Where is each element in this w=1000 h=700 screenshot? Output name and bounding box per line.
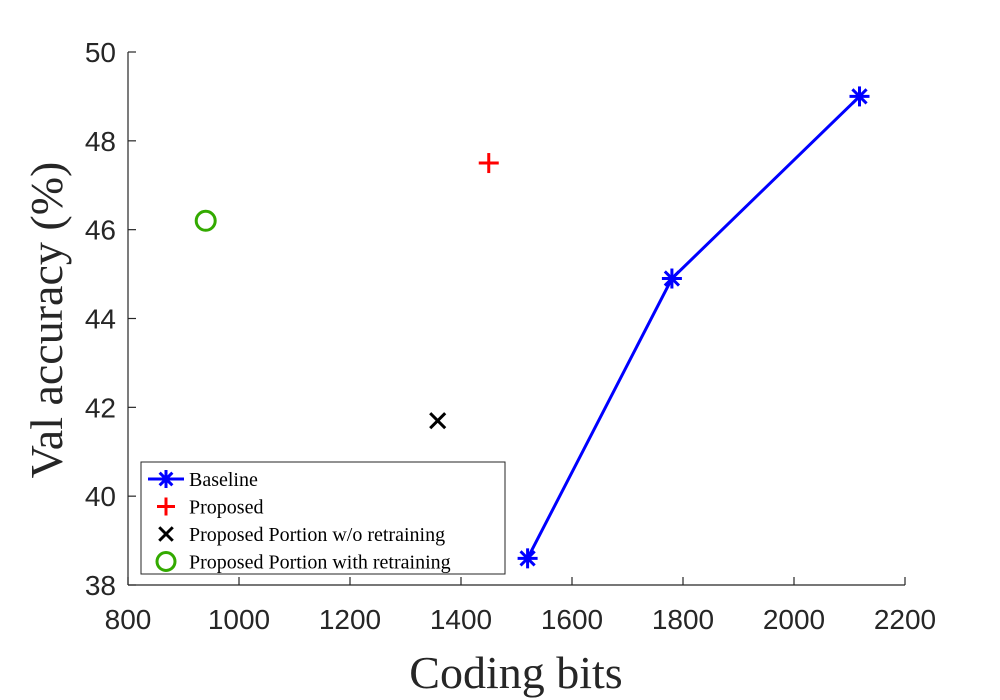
legend-label: Proposed Portion with retraining <box>189 552 451 574</box>
marker-stroke <box>663 270 681 287</box>
marker-stroke <box>158 471 174 487</box>
x-axis-label: Coding bits <box>409 647 622 698</box>
plot-series <box>194 86 870 569</box>
y-tick-label: 48 <box>85 126 116 157</box>
series-0 <box>517 86 870 569</box>
legend-marker <box>157 497 175 516</box>
marker-stroke <box>158 526 174 542</box>
legend-entry: Proposed Portion w/o retraining <box>158 524 445 546</box>
data-point <box>429 412 447 430</box>
marker-stroke <box>194 209 217 232</box>
series-3 <box>194 209 217 232</box>
marker-stroke <box>519 550 536 567</box>
marker-stroke <box>155 551 177 572</box>
x-tick-label: 1600 <box>541 604 603 635</box>
x-tick-label: 1400 <box>430 604 492 635</box>
x-tick-label: 1800 <box>652 604 714 635</box>
legend: Baseline Proposed Proposed Portion w/o ret… <box>140 461 506 575</box>
legend-label: Proposed <box>189 497 263 519</box>
y-tick-label: 40 <box>85 481 116 512</box>
y-tick-label: 42 <box>85 392 116 423</box>
legend-label: Proposed Portion w/o retraining <box>189 524 445 546</box>
series-2 <box>429 412 447 430</box>
legend-entry: Proposed <box>157 497 263 519</box>
legend-marker <box>157 470 175 488</box>
x-tick-label: 800 <box>105 604 152 635</box>
marker-stroke <box>851 88 868 105</box>
legend-label: Baseline <box>189 469 258 491</box>
series-1 <box>478 153 499 174</box>
x-tick-label: 2000 <box>763 604 825 635</box>
data-point <box>517 548 538 569</box>
y-tick-label: 38 <box>85 570 116 601</box>
legend-entry: Baseline <box>148 469 258 491</box>
legend-entry: Proposed Portion with retraining <box>155 551 451 574</box>
y-tick-label: 46 <box>85 215 116 246</box>
data-point <box>478 153 499 174</box>
legend-marker <box>158 526 174 542</box>
legend-entries: Baseline Proposed Proposed Portion w/o ret… <box>148 469 451 574</box>
data-point <box>661 268 682 289</box>
x-tick-label: 1000 <box>208 604 270 635</box>
legend-box <box>140 461 506 575</box>
x-ticks: 800 1000 1200 1400 1600 1800 2000 2200 <box>105 577 936 635</box>
y-axis-label: Val accuracy (%) <box>21 162 72 479</box>
data-point <box>849 86 870 107</box>
x-tick-label: 2200 <box>874 604 936 635</box>
y-ticks: 38 40 42 44 46 48 50 <box>85 37 136 601</box>
data-point <box>194 209 217 232</box>
x-tick-label: 1200 <box>319 604 381 635</box>
series-line <box>526 95 861 560</box>
legend-marker <box>155 551 177 572</box>
y-tick-label: 50 <box>85 37 116 68</box>
marker-stroke <box>429 412 447 430</box>
y-tick-label: 44 <box>85 304 116 335</box>
